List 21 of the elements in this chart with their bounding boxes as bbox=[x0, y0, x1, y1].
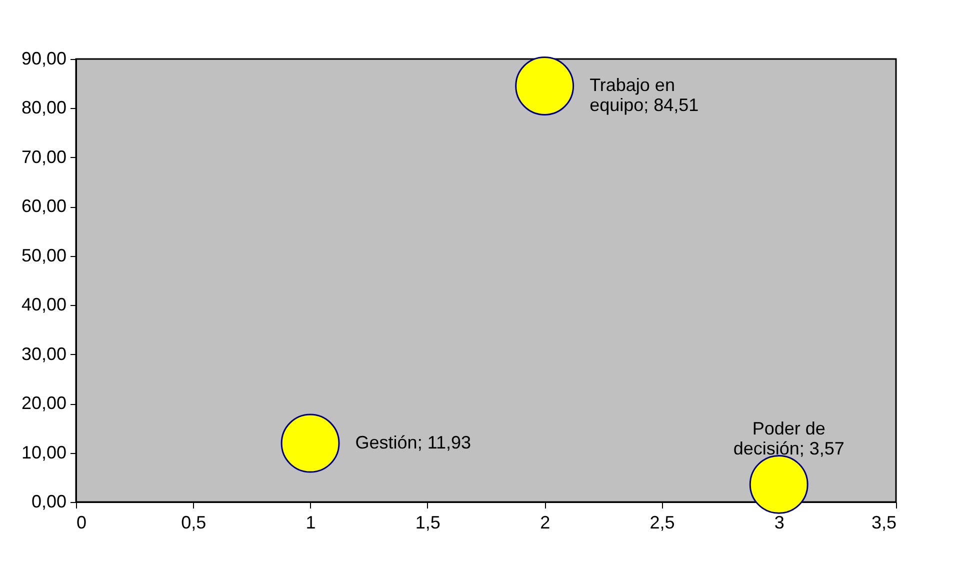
x-tick-label: 1 bbox=[306, 512, 316, 532]
x-tick-label: 2 bbox=[540, 512, 550, 532]
x-tick-label: 3 bbox=[774, 512, 784, 532]
x-tick-label: 1,5 bbox=[415, 512, 440, 532]
y-tick-label: 20,00 bbox=[21, 393, 66, 414]
y-tick-label: 90,00 bbox=[21, 48, 66, 68]
x-tick-label: 3,5 bbox=[871, 512, 896, 532]
y-tick-label: 60,00 bbox=[21, 196, 66, 216]
data-label: Poder de decisión; 3,57 bbox=[733, 418, 844, 458]
y-tick-label: 70,00 bbox=[21, 146, 66, 167]
y-tick-label: 0,00 bbox=[31, 492, 66, 512]
y-tick-label: 30,00 bbox=[21, 344, 66, 364]
x-tick-label: 2,5 bbox=[650, 512, 675, 532]
y-tick-label: 80,00 bbox=[21, 98, 66, 118]
y-tick-label: 50,00 bbox=[21, 245, 66, 266]
x-tick-label: 0,5 bbox=[181, 512, 206, 532]
x-tick-label: 0 bbox=[76, 512, 87, 532]
data-label: Gestión; 11,93 bbox=[355, 432, 472, 452]
y-tick-label: 40,00 bbox=[21, 294, 66, 315]
data-label: Trabajo en equipo; 84,51 bbox=[590, 75, 699, 116]
y-tick-label: 10,00 bbox=[21, 442, 66, 462]
